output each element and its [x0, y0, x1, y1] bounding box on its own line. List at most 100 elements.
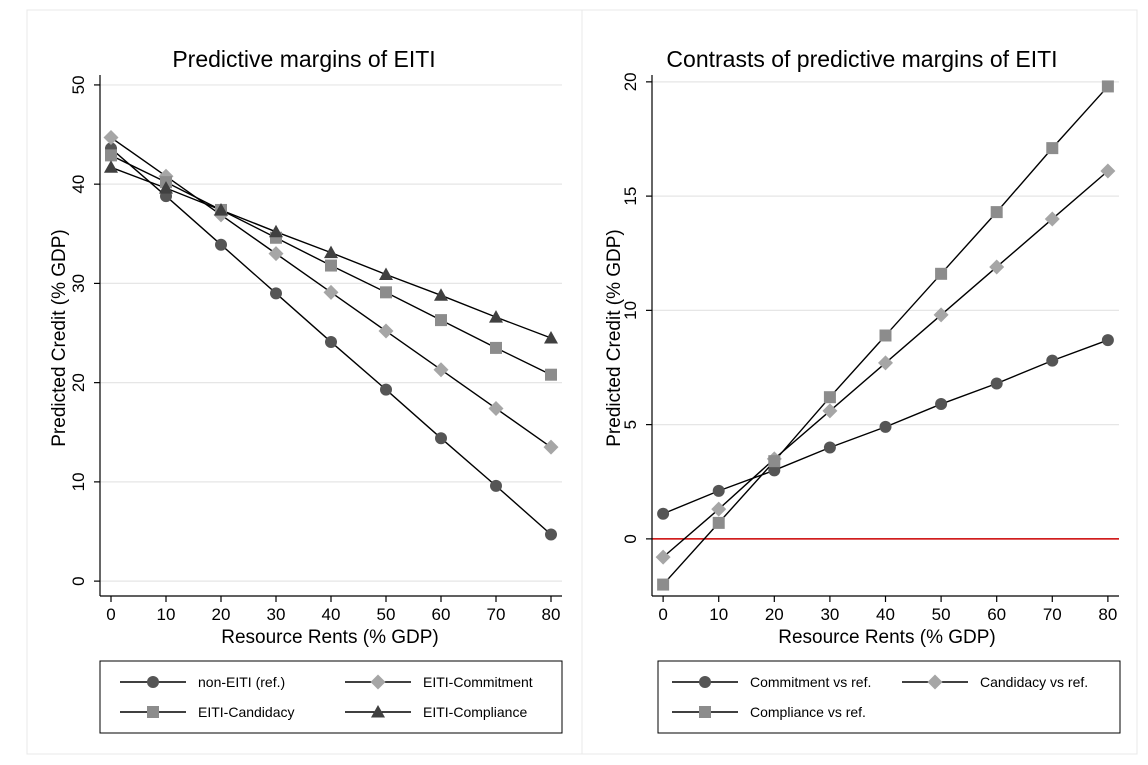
- right-data-point: [768, 464, 781, 477]
- right-data-point: [989, 259, 1005, 275]
- left-data-point: [324, 245, 338, 259]
- left-x-tick-label: 70: [487, 605, 506, 624]
- left-data-point: [215, 238, 227, 251]
- right-data-point: [823, 441, 836, 454]
- left-y-tick-label: 0: [69, 576, 88, 585]
- right-data-point: [935, 267, 948, 280]
- left-y-tick-label: 40: [69, 175, 88, 194]
- right-data-point: [823, 391, 836, 404]
- right-data-point: [822, 403, 838, 419]
- right-x-tick-label: 30: [820, 605, 839, 624]
- right-y-tick-label: 0: [621, 534, 640, 543]
- left-data-point: [104, 160, 118, 173]
- left-data-point: [378, 323, 394, 339]
- right-legend-label: Commitment vs ref.: [750, 674, 871, 690]
- left-legend-label: EITI-Candidacy: [198, 704, 294, 720]
- left-y-tick-label: 10: [69, 472, 88, 491]
- left-chart-panel: Predictive margins of EITI 0 10 20 30 40 50 0 1…: [49, 46, 563, 734]
- left-y-axis-title: Predicted Credit (% GDP): [49, 229, 70, 447]
- right-x-tick-label: 50: [932, 605, 951, 624]
- right-legend-marker: [699, 676, 711, 688]
- left-x-axis-title: Resource Rents (% GDP): [221, 627, 439, 648]
- right-data-point: [768, 455, 781, 468]
- left-data-point: [490, 341, 502, 354]
- right-data-point: [935, 398, 948, 411]
- left-y-tick-label: 50: [69, 75, 88, 94]
- left-data-point: [544, 330, 558, 344]
- right-data-point: [1046, 142, 1059, 155]
- right-plot-area: 0 5 10 15 20 0 10 20 30 40 50 60 70 80: [621, 72, 1119, 624]
- left-data-point: [270, 287, 282, 300]
- right-legend: Commitment vs ref. Candidacy vs ref. Compl…: [657, 660, 1121, 734]
- left-data-point: [269, 224, 283, 238]
- left-x-tick-label: 20: [212, 605, 231, 624]
- left-data-point: [325, 335, 337, 348]
- left-x-tick-label: 10: [157, 605, 176, 624]
- right-data-point: [712, 484, 725, 497]
- right-data-point: [1101, 80, 1114, 93]
- right-data-point: [1044, 211, 1060, 227]
- right-data-point: [712, 516, 725, 529]
- right-data-point: [879, 420, 892, 433]
- left-data-point: [105, 149, 117, 162]
- right-x-tick-label: 60: [987, 605, 1006, 624]
- left-x-tick-label: 0: [106, 605, 115, 624]
- left-data-point: [545, 368, 557, 381]
- left-legend-label: non-EITI (ref.): [198, 674, 285, 690]
- left-data-point: [435, 314, 447, 327]
- left-data-point: [214, 202, 228, 216]
- right-x-tick-label: 70: [1043, 605, 1062, 624]
- right-data-point: [657, 507, 670, 520]
- left-legend-marker: [371, 705, 385, 718]
- left-data-point: [325, 259, 337, 272]
- left-legend-label: EITI-Compliance: [423, 704, 527, 720]
- left-chart-title: Predictive margins of EITI: [172, 46, 435, 72]
- right-data-point: [878, 355, 893, 371]
- left-data-point: [435, 432, 447, 445]
- right-data-point: [990, 206, 1003, 219]
- right-chart-panel: Contrasts of predictive margins of EITI …: [604, 46, 1121, 734]
- right-x-tick-label: 40: [876, 605, 895, 624]
- left-x-tick-label: 30: [267, 605, 286, 624]
- left-x-tick-label: 80: [542, 605, 561, 624]
- right-data-point: [1046, 354, 1059, 367]
- right-legend-marker: [699, 706, 711, 718]
- left-data-point: [489, 310, 503, 323]
- left-data-point: [159, 181, 173, 194]
- right-legend-label: Compliance vs ref.: [750, 704, 866, 720]
- left-data-point: [543, 439, 559, 455]
- left-data-point: [380, 286, 392, 299]
- right-data-point: [1100, 163, 1116, 179]
- left-plot-area: 0 10 20 30 40 50 0 10 20 30 40 50 60 70 80: [69, 75, 562, 624]
- left-data-point: [380, 383, 392, 396]
- left-data-point: [545, 528, 557, 541]
- right-y-tick-label: 5: [621, 420, 640, 429]
- left-data-point: [434, 288, 448, 301]
- right-data-point: [655, 549, 671, 565]
- left-x-tick-label: 50: [377, 605, 396, 624]
- left-data-point: [379, 267, 393, 280]
- right-chart-title: Contrasts of predictive margins of EITI: [666, 46, 1057, 72]
- right-legend-marker: [927, 674, 943, 690]
- right-data-point: [879, 329, 892, 342]
- left-legend-marker: [147, 676, 159, 688]
- left-legend: non-EITI (ref.) EITI-Commitment EITI-Candi…: [99, 660, 563, 734]
- left-data-point: [323, 284, 339, 300]
- right-x-tick-label: 0: [658, 605, 667, 624]
- right-data-point: [990, 377, 1003, 390]
- left-data-point: [488, 400, 504, 416]
- left-legend-marker: [370, 674, 386, 690]
- right-x-axis-title: Resource Rents (% GDP): [778, 627, 996, 648]
- right-data-point: [711, 501, 727, 517]
- right-x-tick-label: 80: [1098, 605, 1117, 624]
- right-y-tick-label: 10: [621, 301, 640, 320]
- right-legend-label: Candidacy vs ref.: [980, 674, 1088, 690]
- left-x-tick-label: 60: [432, 605, 451, 624]
- right-data-point: [657, 578, 670, 591]
- right-data-point: [933, 307, 949, 323]
- left-legend-box: [99, 660, 563, 734]
- left-x-tick-label: 40: [322, 605, 341, 624]
- right-y-tick-label: 20: [621, 72, 640, 91]
- left-data-point: [103, 130, 119, 146]
